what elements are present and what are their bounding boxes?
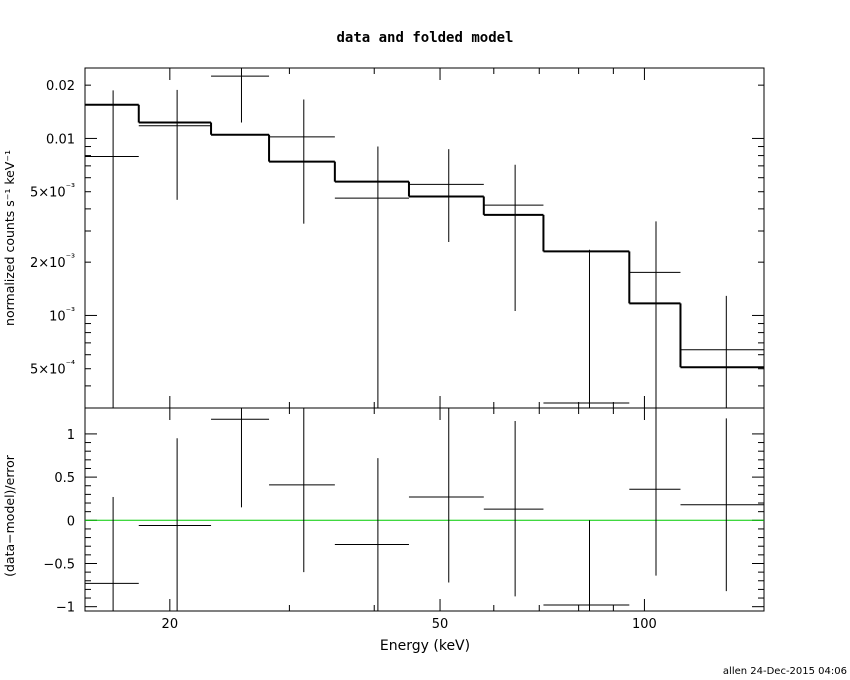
y-tick-label: 5×10⁻³ [30,183,75,201]
y-tick-label: 10⁻³ [49,306,75,324]
y-tick-label: 1 [67,428,75,443]
folded-model [85,103,764,369]
x-tick-label: 100 [632,617,657,632]
chart-title: data and folded model [336,30,513,46]
residual-points [85,408,764,611]
data-points [85,68,764,408]
y-tick-label: 0.01 [46,132,75,147]
x-tick-label: 20 [162,617,179,632]
bottom-panel-ticks: 20 50 100 1 0.5 0 −0.5 −1 [43,408,764,632]
y-tick-label: −0.5 [43,557,75,572]
top-panel-ticks: 0.02 0.01 5×10⁻³ 2×10⁻³ 10⁻³ 5×10⁻⁴ [30,68,764,409]
bottom-panel-frame [84,407,765,612]
top-y-axis-label: normalized counts s⁻¹ keV⁻¹ [2,150,17,326]
x-axis-label: Energy (keV) [380,638,470,654]
y-tick-label: 0.5 [54,471,75,486]
bottom-y-axis-label: (data−model)/error [2,454,17,577]
y-tick-label: 5×10⁻⁴ [30,360,75,378]
x-tick-label: 50 [432,617,449,632]
y-tick-label: 0 [67,514,75,529]
y-tick-label: 2×10⁻³ [30,253,75,271]
y-tick-label: −1 [56,601,75,616]
y-tick-label: 0.02 [46,79,75,94]
timestamp: allen 24-Dec-2015 04:06 [723,666,847,677]
top-panel-frame [84,67,765,409]
